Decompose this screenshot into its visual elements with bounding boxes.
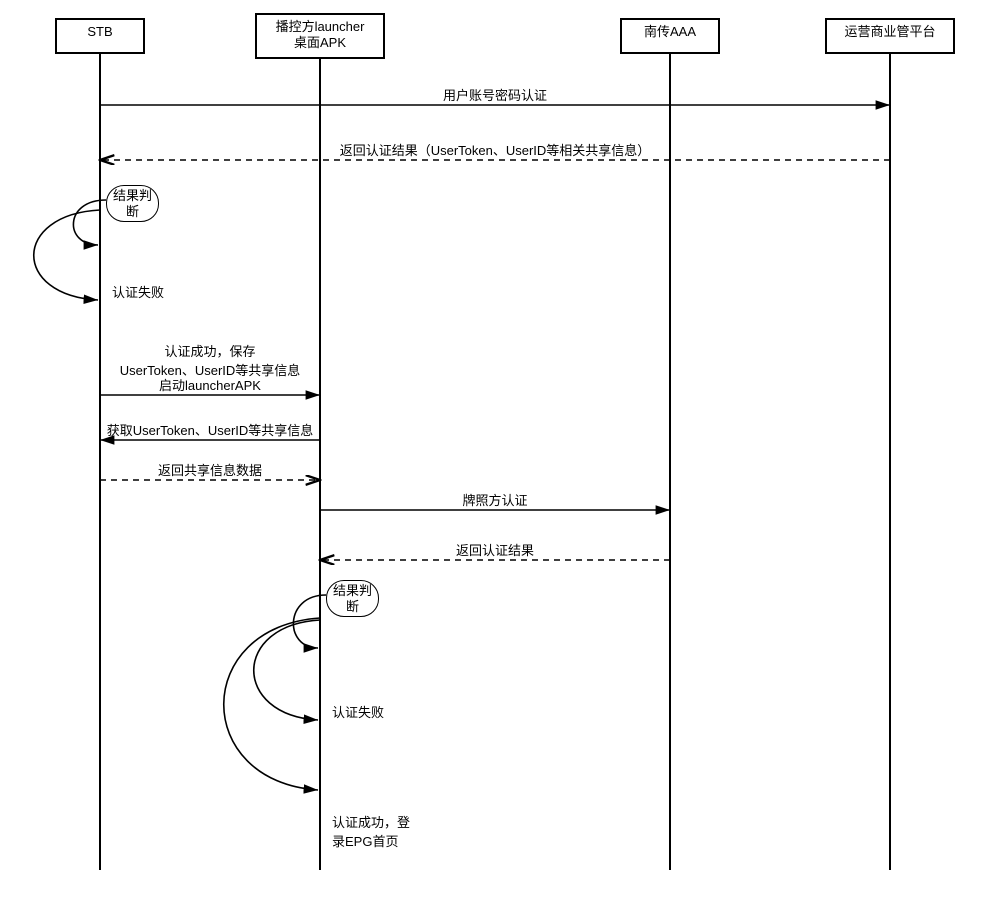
participant-launch: 播控方launcher桌面APK	[255, 13, 385, 59]
participant-stb: STB	[55, 18, 145, 54]
message-label-above-2: 认证成功，保存 UserToken、UserID等共享信息	[100, 341, 320, 379]
lifeline-aaa	[669, 54, 671, 870]
message-label-5: 牌照方认证	[320, 490, 670, 509]
lifeline-ops	[889, 54, 891, 870]
selfloop-label-2: 认证成功，登 录EPG首页	[332, 812, 410, 850]
message-label-6: 返回认证结果	[320, 540, 670, 559]
selfloop-label-1: 认证失败	[332, 702, 384, 721]
judgement-box-1: 结果判 断	[326, 580, 379, 617]
message-label-1: 返回认证结果（UserToken、UserID等相关共享信息）	[100, 140, 890, 159]
message-label-3: 获取UserToken、UserID等共享信息	[100, 420, 320, 439]
selfloop-label-0: 认证失败	[112, 282, 164, 301]
message-label-0: 用户账号密码认证	[100, 85, 890, 104]
judgement-box-0: 结果判 断	[106, 185, 159, 222]
participant-aaa: 南传AAA	[620, 18, 720, 54]
participant-ops: 运营商业管平台	[825, 18, 955, 54]
message-label-4: 返回共享信息数据	[100, 460, 320, 479]
